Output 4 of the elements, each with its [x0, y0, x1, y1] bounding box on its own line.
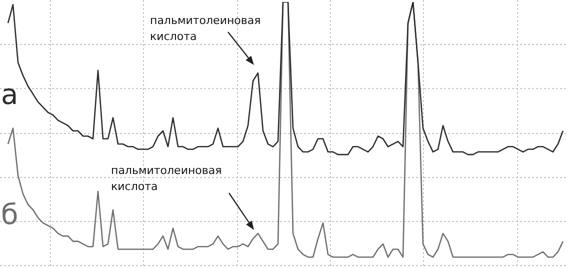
annotation: пальмитолеиновая кислота [111, 163, 223, 195]
annotation: пальмитолеиновая кислота [150, 13, 262, 45]
series-label: а [1, 78, 18, 111]
series-label: б [1, 198, 18, 231]
